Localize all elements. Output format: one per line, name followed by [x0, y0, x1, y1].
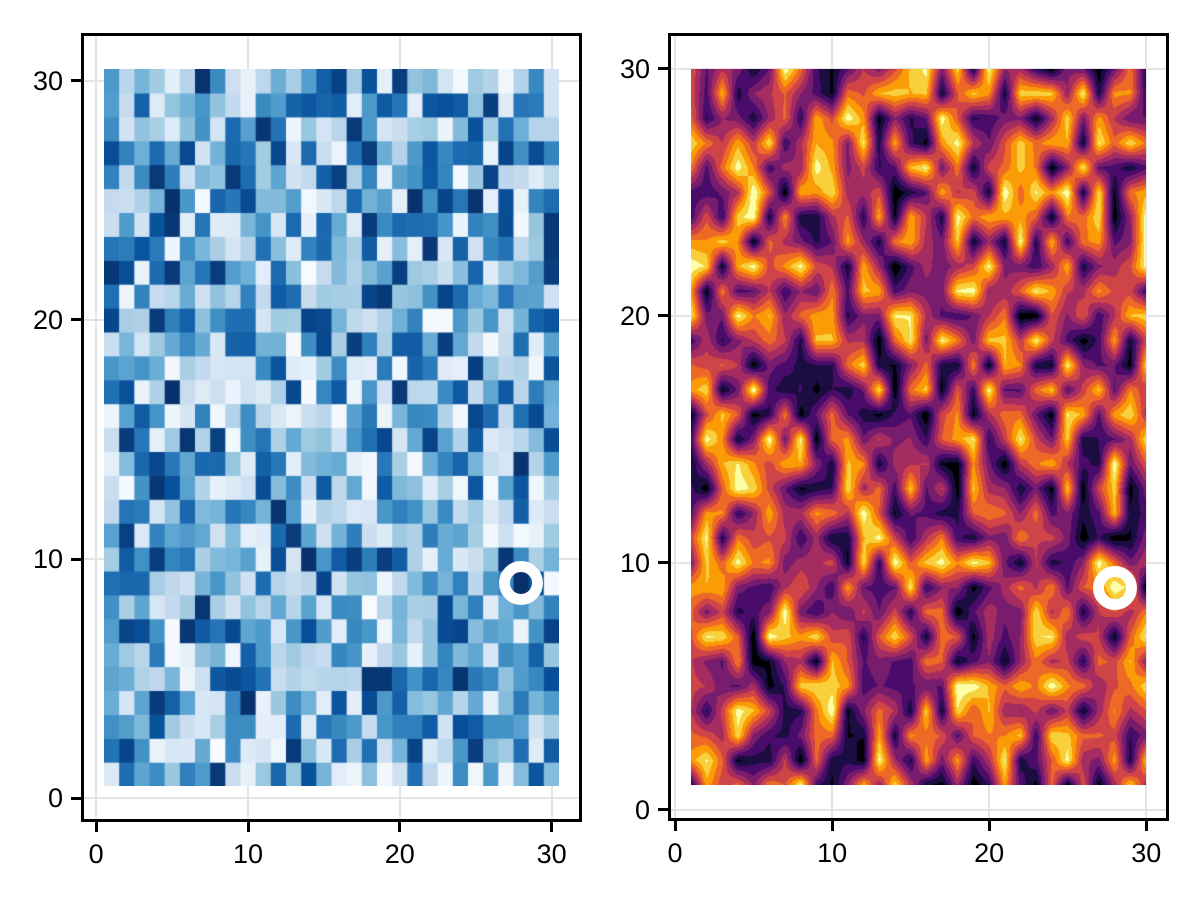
y-tick-label: 0	[47, 783, 63, 814]
x-tick-label: 10	[232, 839, 264, 869]
y-tick	[71, 79, 81, 83]
y-tick-label: 10	[619, 547, 650, 578]
x-gridline	[550, 33, 553, 822]
y-gridline	[81, 797, 582, 800]
axis-frame	[668, 33, 1169, 821]
y-tick	[658, 808, 668, 812]
x-tick	[673, 821, 677, 831]
y-gridline	[668, 67, 1169, 70]
x-tick	[550, 822, 554, 832]
y-tick-label: 10	[32, 544, 63, 574]
x-gridline	[398, 33, 401, 822]
y-tick	[71, 796, 81, 800]
y-tick-label: 30	[32, 65, 63, 96]
x-tick-label: 20	[974, 838, 1005, 868]
y-tick	[658, 561, 668, 565]
x-gridline	[831, 33, 834, 821]
y-tick-label: 0	[634, 794, 650, 825]
x-gridline	[674, 33, 677, 821]
x-tick-label: 30	[536, 839, 567, 869]
y-tick	[658, 314, 668, 318]
x-tick-label: 30	[1131, 838, 1162, 868]
x-tick	[94, 822, 98, 832]
y-gridline	[668, 561, 1169, 564]
x-gridline	[95, 33, 98, 822]
x-gridline	[988, 33, 991, 821]
y-gridline	[81, 79, 582, 82]
x-tick-label: 20	[384, 839, 415, 869]
x-tick	[398, 822, 402, 832]
y-gridline	[81, 318, 582, 321]
x-gridline	[247, 33, 249, 822]
y-gridline	[81, 558, 582, 560]
x-gridline	[1145, 33, 1148, 821]
y-tick-label: 20	[619, 300, 650, 331]
y-gridline	[668, 808, 1169, 811]
y-tick	[71, 318, 81, 322]
x-tick	[1144, 821, 1148, 831]
x-tick-label: 0	[88, 839, 104, 869]
y-tick	[658, 67, 668, 71]
x-tick	[830, 821, 834, 831]
y-gridline	[668, 314, 1169, 317]
y-tick	[71, 557, 81, 561]
highlight-circle-annotation	[499, 560, 544, 605]
contour-plot-canvas	[691, 69, 1146, 785]
x-tick	[246, 822, 250, 832]
y-tick-label: 30	[619, 53, 650, 84]
y-tick-label: 20	[32, 304, 63, 335]
x-tick-label: 0	[667, 838, 683, 868]
x-tick	[987, 821, 991, 831]
axis-frame	[81, 33, 582, 822]
x-tick-label: 10	[817, 838, 848, 868]
heatmap-canvas	[104, 69, 559, 786]
highlight-circle-annotation	[1092, 565, 1137, 610]
